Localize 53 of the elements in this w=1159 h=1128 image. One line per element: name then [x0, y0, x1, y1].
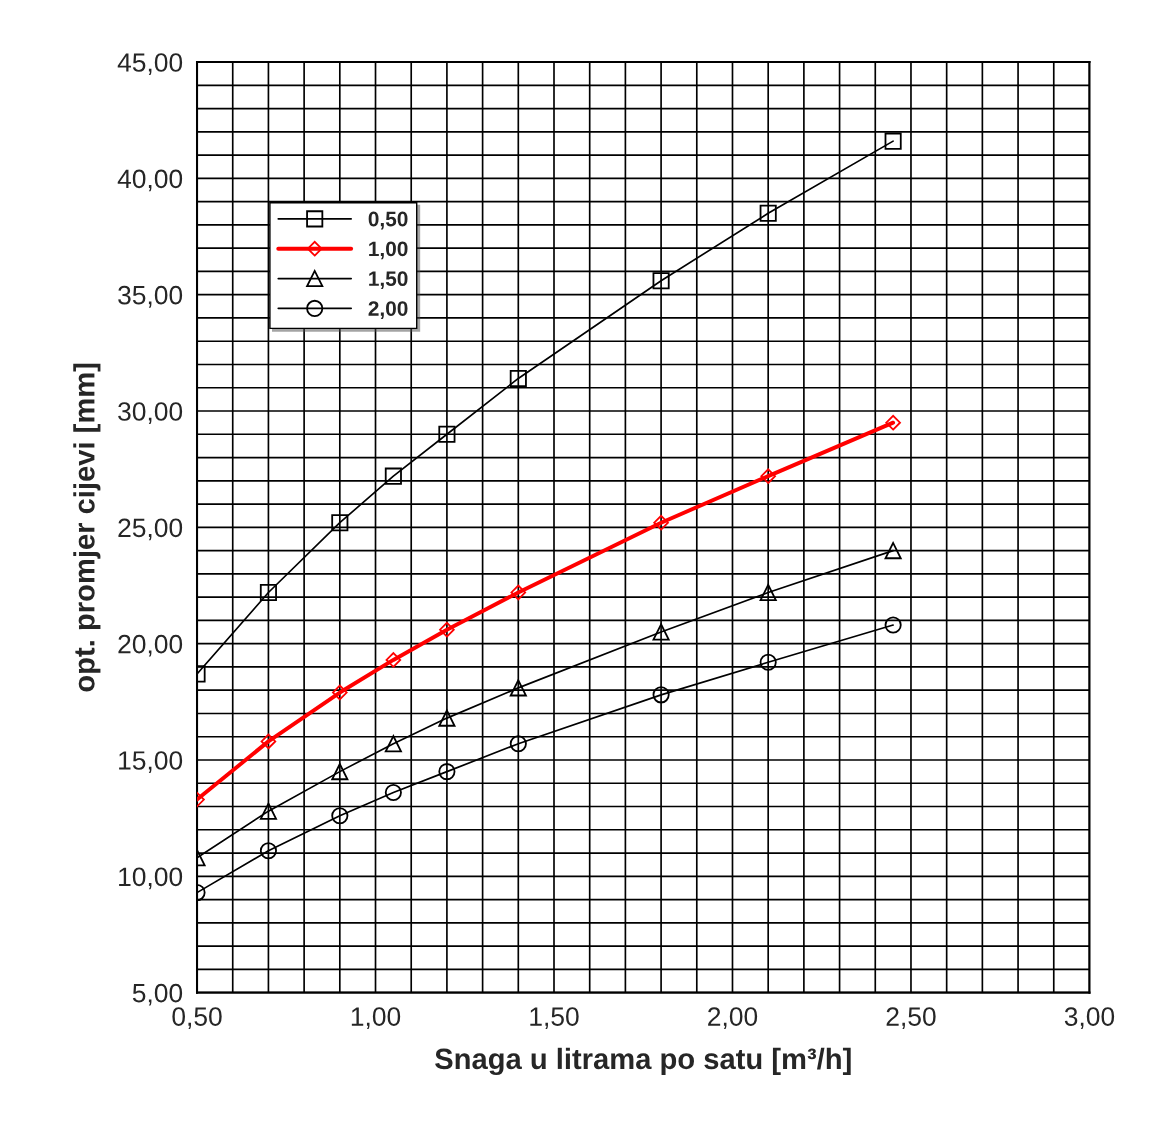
point — [885, 414, 901, 431]
y-tick-label: 35,00 — [118, 285, 183, 308]
point — [760, 468, 776, 484]
point — [652, 623, 670, 641]
point — [438, 709, 456, 727]
x-tick-label: 1,00 — [351, 1007, 401, 1030]
x-tick-label: 0,50 — [172, 1007, 222, 1030]
y-tick-label: 10,00 — [119, 867, 183, 890]
x-tick-label: 1,50 — [530, 1007, 579, 1030]
point — [509, 679, 527, 697]
y-tick-label: 25,00 — [118, 518, 183, 541]
y-tick-label: 20,00 — [118, 634, 183, 657]
legend-label: 1,00 — [369, 241, 408, 260]
point — [759, 653, 777, 671]
point — [884, 132, 902, 150]
point — [759, 204, 777, 222]
point — [331, 763, 349, 781]
legend-label: 2,00 — [368, 301, 408, 319]
point — [653, 514, 669, 531]
point — [259, 802, 277, 820]
point — [384, 735, 402, 753]
x-tick-label: 2,50 — [886, 1007, 936, 1030]
point — [259, 583, 277, 602]
point — [331, 807, 349, 825]
point — [509, 735, 527, 753]
point — [384, 784, 402, 802]
point — [438, 763, 456, 781]
y-tick-label: 45,00 — [117, 53, 183, 75]
x-tick-label: 2,00 — [708, 1007, 758, 1030]
point — [884, 542, 902, 560]
point — [759, 583, 777, 602]
point — [509, 369, 527, 387]
y-tick-label: 40,00 — [117, 169, 183, 192]
point — [652, 272, 670, 290]
point — [884, 616, 902, 634]
point — [260, 733, 277, 750]
legend-label: 0,50 — [368, 211, 408, 230]
y-tick-label: 5,00 — [132, 983, 183, 1006]
point — [332, 684, 348, 701]
point — [385, 652, 402, 668]
y-axis-title: opt. promjer cijevi [mm] — [73, 363, 101, 692]
y-tick-label: 15,00 — [119, 751, 183, 773]
y-tick-label: 30,00 — [118, 402, 183, 424]
x-tick-label: 3,00 — [1064, 1007, 1115, 1030]
x-axis-title: Snaga u litrama po satu [m³/h] — [435, 1047, 851, 1076]
point — [384, 467, 402, 485]
point — [438, 425, 456, 443]
legend-label: 1,50 — [369, 271, 408, 290]
point — [331, 514, 349, 532]
point — [259, 842, 277, 860]
point — [439, 621, 455, 638]
point — [652, 686, 670, 704]
point — [510, 584, 527, 601]
